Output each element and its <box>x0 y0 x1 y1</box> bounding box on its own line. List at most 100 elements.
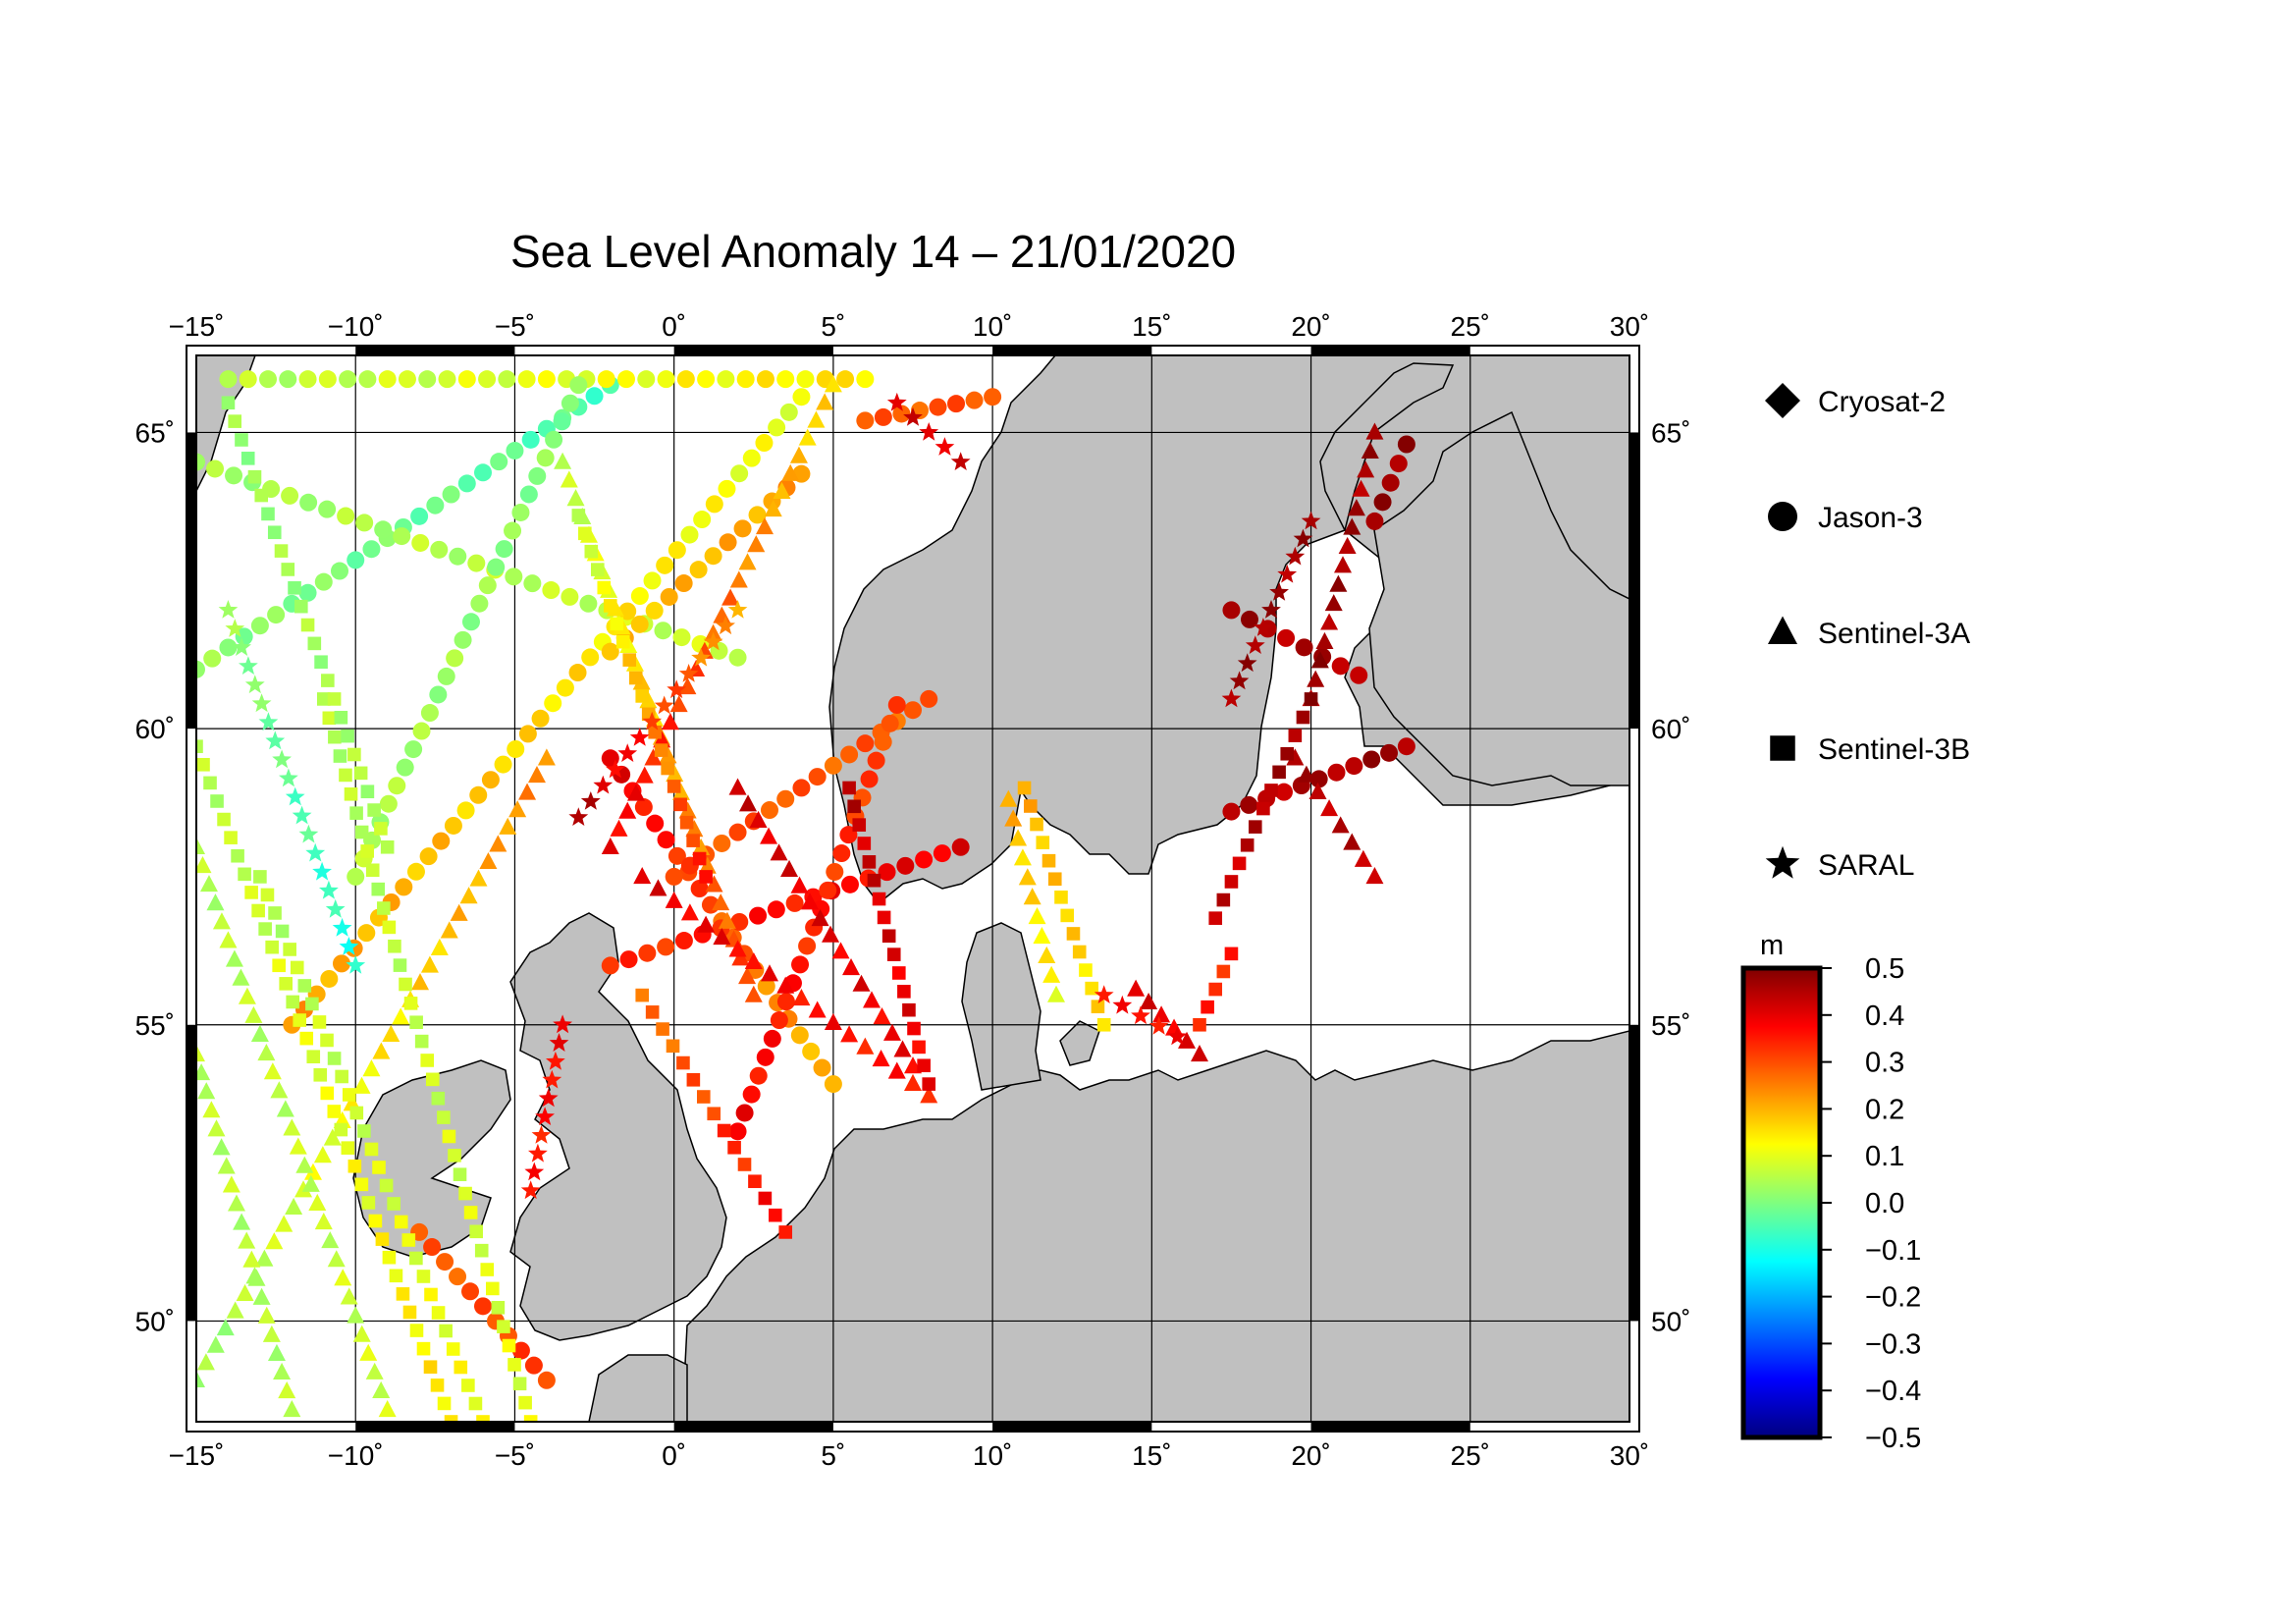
sla-marker-star <box>1112 995 1133 1014</box>
sla-marker-star <box>703 631 723 651</box>
sla-marker-star <box>1148 1015 1169 1035</box>
sla-marker-square <box>1036 836 1050 849</box>
lon-tick-label-top: 15˚ <box>1132 311 1171 342</box>
sla-marker-triangle <box>308 1193 327 1211</box>
sla-marker-triangle <box>1127 979 1146 997</box>
sla-marker-square <box>389 1269 403 1283</box>
sla-marker-circle <box>505 568 523 586</box>
sla-marker-circle <box>337 507 355 525</box>
sla-marker-triangle <box>801 893 820 910</box>
sla-marker-circle <box>487 558 506 576</box>
sla-marker-star <box>531 1125 552 1144</box>
sla-marker-star <box>593 775 614 794</box>
sla-marker-square <box>297 979 312 993</box>
sla-marker-circle <box>426 496 445 514</box>
sla-marker-square <box>327 1052 342 1065</box>
sla-marker-star <box>339 937 359 955</box>
sla-marker-circle <box>461 1282 480 1301</box>
sla-marker-circle <box>235 627 253 646</box>
sla-marker-triangle <box>283 1118 301 1136</box>
sla-marker-triangle <box>238 987 256 1004</box>
sla-marker-square <box>1085 981 1098 996</box>
sla-marker-triangle <box>649 879 667 896</box>
sla-marker-star <box>654 695 674 715</box>
sla-marker-triangle <box>283 1400 301 1418</box>
sla-marker-square <box>431 1306 446 1320</box>
sla-marker-square <box>603 599 617 613</box>
sla-marker-circle <box>965 391 984 409</box>
lon-tick-label-bottom: 20˚ <box>1291 1440 1330 1471</box>
sla-marker-triangle <box>1152 1005 1171 1023</box>
sla-marker-square <box>448 1149 461 1163</box>
sla-marker-triangle <box>739 794 758 812</box>
sla-marker-circle <box>474 463 492 482</box>
sla-marker-circle <box>824 1075 842 1094</box>
sla-marker-circle <box>1240 795 1258 814</box>
sla-marker-triangle <box>680 903 699 921</box>
sla-marker-square <box>1272 765 1286 780</box>
sla-marker-triangle <box>728 940 747 957</box>
sla-marker-square <box>673 797 687 812</box>
sla-marker-square <box>584 544 599 559</box>
sla-marker-square <box>375 1232 390 1246</box>
sla-marker-square <box>403 997 418 1010</box>
sla-marker-triangle <box>653 730 671 748</box>
sla-marker-circle <box>411 533 430 552</box>
sla-marker-circle <box>490 453 508 471</box>
sla-marker-triangle <box>920 1086 938 1104</box>
sla-marker-triangle <box>883 1023 902 1041</box>
sla-marker-square <box>486 1281 500 1296</box>
sla-marker-triangle <box>372 1380 391 1399</box>
lon-tick-label-bottom: −5˚ <box>495 1440 535 1471</box>
sla-marker-circle <box>461 613 480 631</box>
sla-marker-star <box>524 1162 545 1181</box>
sla-marker-circle <box>887 695 906 714</box>
sla-marker-square <box>578 526 592 541</box>
sla-marker-circle <box>1327 763 1346 782</box>
sla-marker-star <box>617 743 638 762</box>
sla-marker-star <box>272 749 292 769</box>
sla-marker-square <box>1296 710 1310 725</box>
sla-marker-star <box>218 600 239 619</box>
sla-marker-circle <box>410 507 429 525</box>
sla-marker-triangle <box>206 893 225 911</box>
sla-marker-triangle <box>1307 670 1325 687</box>
sla-marker-circle <box>832 844 851 863</box>
sla-marker-triangle <box>773 481 791 499</box>
sla-marker-circle <box>667 541 686 560</box>
sla-marker-circle <box>680 525 699 544</box>
sla-marker-triangle <box>566 489 585 507</box>
colorbar-tick-label: −0.4 <box>1865 1376 1921 1407</box>
sla-marker-square <box>210 794 224 808</box>
sla-marker-triangle <box>225 949 243 967</box>
sla-marker-triangle <box>196 1063 211 1081</box>
sla-marker-circle <box>785 893 804 912</box>
sla-marker-star <box>934 437 955 456</box>
sla-marker-circle <box>470 594 489 613</box>
lon-tick-label-top: −15˚ <box>169 311 225 342</box>
sla-marker-triangle <box>560 470 578 488</box>
sla-marker-square <box>265 940 279 954</box>
sla-marker-triangle <box>1331 816 1350 834</box>
sla-marker-circle <box>481 771 500 789</box>
sla-marker-star <box>535 1107 555 1125</box>
colorbar-tick-label: −0.3 <box>1865 1328 1921 1360</box>
border-bar-bottom <box>355 1422 515 1432</box>
sla-marker-circle <box>617 370 635 389</box>
sla-marker-star <box>580 791 601 810</box>
sla-marker-triangle <box>489 835 507 852</box>
sla-marker-square <box>354 825 369 839</box>
lon-tick-label-bottom: 0˚ <box>662 1440 686 1471</box>
sla-marker-circle <box>619 950 638 969</box>
sla-marker-triangle <box>236 1283 254 1301</box>
sla-marker-circle <box>517 370 536 389</box>
sla-marker-circle <box>730 464 749 483</box>
sla-marker-triangle <box>352 1325 371 1342</box>
colorbar-tick-label: −0.1 <box>1865 1235 1921 1267</box>
sla-marker-circle <box>643 571 662 590</box>
sla-marker-square <box>463 1206 478 1219</box>
sla-marker-star <box>1301 511 1321 530</box>
sla-marker-square <box>360 844 374 858</box>
sla-marker-square <box>353 766 368 781</box>
colorbar-tick-label: 0.2 <box>1865 1094 1904 1125</box>
